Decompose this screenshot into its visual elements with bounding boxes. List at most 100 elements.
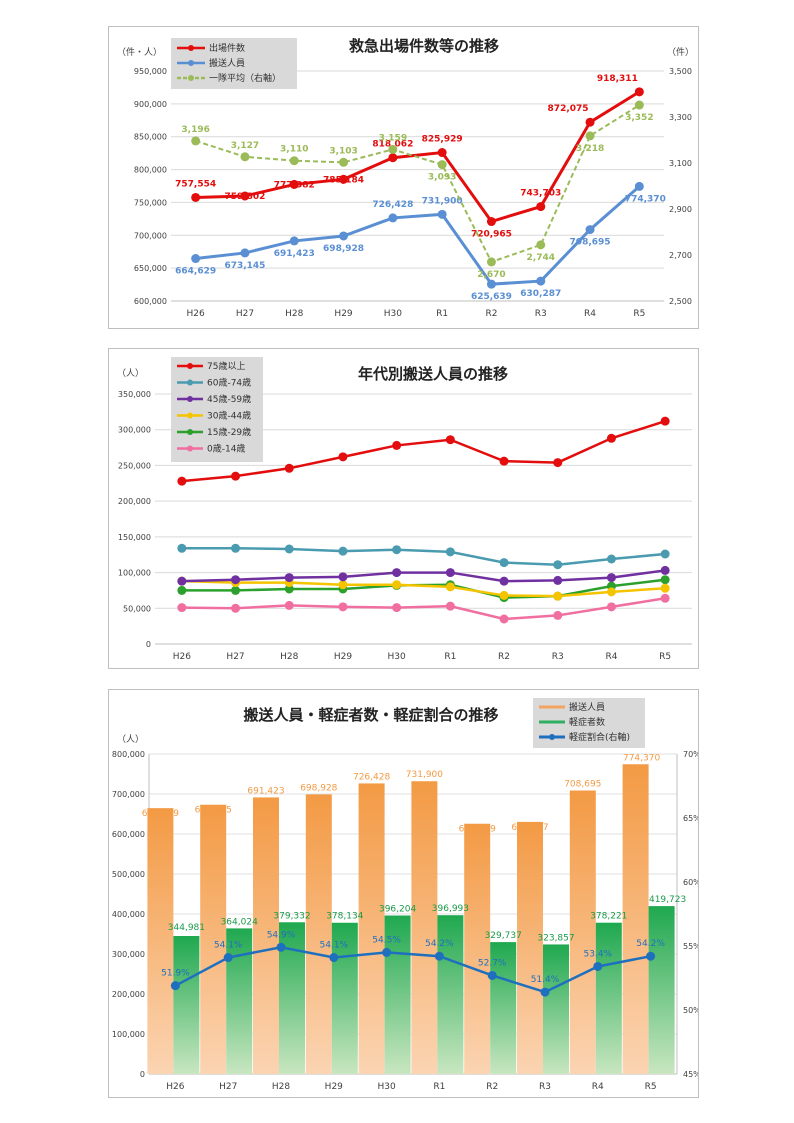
data-point bbox=[606, 554, 616, 564]
y-tick: 200,000 bbox=[118, 497, 151, 506]
x-tick-label: H29 bbox=[334, 309, 352, 319]
data-point bbox=[585, 117, 595, 127]
bar-label-mild: 378,221 bbox=[590, 912, 627, 922]
chart-emergency-dispatch-panel: 600,000 650,000 700,000 750,000 800,000 850,0… bbox=[108, 26, 699, 329]
data-label: 872,075 bbox=[548, 104, 589, 114]
data-point bbox=[445, 435, 455, 445]
data-point bbox=[329, 953, 339, 963]
data-label-ratio: 54.1% bbox=[320, 941, 349, 951]
y-tick: 0 bbox=[146, 640, 151, 649]
chart-title: 年代別搬送人員の推移 bbox=[358, 365, 508, 383]
y-tick-right: 70% bbox=[683, 750, 698, 759]
legend-marker bbox=[187, 445, 193, 452]
data-point bbox=[499, 576, 509, 586]
data-point bbox=[276, 942, 286, 952]
bar-label-transport: 625,639 bbox=[459, 825, 496, 835]
data-point bbox=[499, 590, 509, 600]
data-point bbox=[606, 602, 616, 612]
y-tick-right: 3,500 bbox=[669, 67, 692, 76]
data-label: 743,703 bbox=[520, 189, 561, 199]
bar-mild bbox=[173, 936, 200, 1074]
data-point bbox=[240, 248, 250, 258]
data-label: 691,423 bbox=[274, 249, 315, 259]
y-tick-left: 700,000 bbox=[112, 790, 145, 799]
legend-label: 45歳-59歳 bbox=[207, 393, 251, 405]
bar-label-mild: 379,332 bbox=[273, 911, 310, 921]
bar-mild bbox=[490, 942, 517, 1074]
data-label: 731,900 bbox=[422, 196, 463, 206]
data-point bbox=[388, 213, 398, 223]
bar-transport bbox=[305, 794, 332, 1074]
data-point bbox=[445, 582, 455, 592]
bar-label-mild: 378,134 bbox=[326, 912, 363, 922]
data-point bbox=[388, 153, 398, 163]
series-line-3 bbox=[181, 579, 666, 598]
data-point bbox=[284, 573, 294, 583]
x-tick-label: H26 bbox=[173, 652, 191, 662]
data-label: 630,287 bbox=[520, 289, 561, 299]
data-point bbox=[536, 202, 546, 212]
bar-transport bbox=[253, 797, 279, 1074]
data-point bbox=[170, 981, 180, 991]
data-label: 818,062 bbox=[372, 140, 413, 150]
data-point bbox=[634, 181, 644, 191]
bar-label-mild: 396,204 bbox=[379, 905, 416, 915]
data-point bbox=[585, 131, 595, 141]
legend-marker bbox=[188, 45, 194, 51]
bar-transport bbox=[200, 804, 227, 1074]
x-tick-label: H28 bbox=[285, 309, 303, 319]
data-label: 726,428 bbox=[372, 200, 413, 210]
data-point bbox=[284, 544, 294, 554]
data-point bbox=[240, 191, 250, 201]
x-tick-label: H27 bbox=[226, 652, 244, 662]
data-point bbox=[553, 458, 563, 468]
data-point bbox=[289, 179, 299, 189]
data-label-ratio: 54.5% bbox=[372, 935, 401, 945]
bar-label-transport: 691,423 bbox=[247, 786, 284, 796]
data-label: 759,802 bbox=[224, 192, 265, 202]
data-label: 757,554 bbox=[175, 179, 216, 189]
series-line-0 bbox=[181, 419, 666, 483]
y-tick-right: 2,700 bbox=[669, 251, 692, 260]
y-tick: 50,000 bbox=[123, 604, 151, 613]
data-point bbox=[223, 953, 233, 963]
bar-mild bbox=[331, 922, 358, 1074]
y-tick-right: 55% bbox=[683, 942, 698, 951]
data-point bbox=[486, 217, 496, 227]
y-tick-right: 2,500 bbox=[669, 297, 692, 306]
bar-label-transport: 726,428 bbox=[353, 772, 390, 782]
y-tick-left: 600,000 bbox=[134, 297, 167, 306]
y-axis-unit-left: （件・人） bbox=[117, 46, 162, 58]
data-point bbox=[437, 148, 447, 158]
data-point bbox=[445, 568, 455, 578]
data-point bbox=[437, 160, 447, 170]
legend-marker bbox=[187, 429, 193, 435]
data-point bbox=[445, 547, 455, 557]
bar-label-transport: 698,928 bbox=[300, 783, 337, 793]
data-label: 3,093 bbox=[428, 173, 456, 183]
bar-mild bbox=[437, 915, 464, 1074]
bar-label-mild: 396,993 bbox=[432, 904, 469, 914]
legend-label: 出場件数 bbox=[209, 42, 245, 54]
series-line-1 bbox=[181, 547, 666, 566]
data-label: 664,629 bbox=[175, 267, 216, 277]
bar-transport bbox=[358, 783, 385, 1074]
y-tick-left: 100,000 bbox=[112, 1030, 145, 1039]
x-tick-label: R4 bbox=[605, 652, 617, 662]
legend-marker bbox=[187, 363, 193, 369]
data-label: 3,103 bbox=[329, 146, 357, 156]
data-label: 625,639 bbox=[471, 292, 512, 302]
chart-title: 救急出場件数等の推移 bbox=[349, 37, 499, 55]
bar-mild bbox=[384, 915, 411, 1074]
bar-label-transport: 664,629 bbox=[142, 809, 179, 819]
bar-label-mild: 323,857 bbox=[537, 933, 574, 943]
legend-label: 軽症者数 bbox=[569, 716, 605, 728]
legend-label: 搬送人員 bbox=[209, 57, 245, 69]
chart-age-group-transport: 0 50,000 100,000 150,000 200,000 250,000 300,0… bbox=[117, 357, 692, 662]
data-point bbox=[191, 192, 201, 202]
data-point bbox=[388, 144, 398, 154]
data-point bbox=[499, 558, 509, 568]
y-tick: 300,000 bbox=[118, 426, 151, 435]
y-tick-right: 45% bbox=[683, 1070, 698, 1079]
data-point bbox=[634, 100, 644, 110]
